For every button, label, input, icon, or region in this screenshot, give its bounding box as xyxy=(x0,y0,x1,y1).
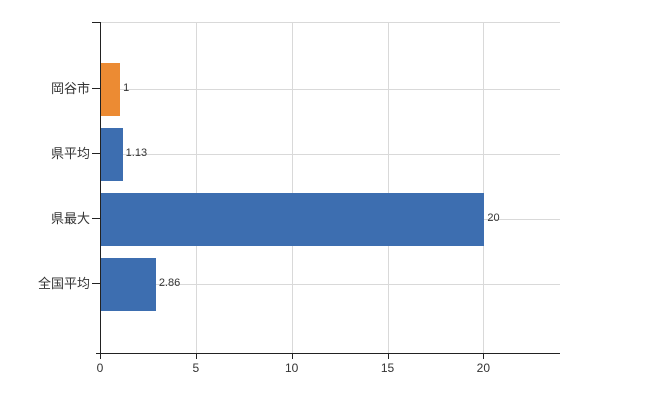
bar-2 xyxy=(101,192,485,246)
category-tick xyxy=(92,283,100,284)
category-label: 岡谷市 xyxy=(50,81,90,96)
category-gridline xyxy=(100,154,560,155)
x-gridline xyxy=(195,23,197,354)
x-axis-tick xyxy=(195,354,197,359)
x-axis-tick xyxy=(387,354,389,359)
category-gridline xyxy=(100,284,560,285)
y-axis-line xyxy=(100,22,101,353)
x-axis-tick xyxy=(483,354,485,359)
x-axis-line xyxy=(96,353,560,354)
x-axis-tick-label: 10 xyxy=(284,361,299,375)
bar-1 xyxy=(101,127,123,181)
x-axis-tick-label: 5 xyxy=(192,361,200,375)
bar-0 xyxy=(101,62,121,116)
category-tick xyxy=(92,218,100,219)
y-axis-top-tick xyxy=(92,22,100,23)
x-axis-tick-label: 15 xyxy=(380,361,395,375)
x-axis-tick xyxy=(291,354,293,359)
category-tick xyxy=(92,153,100,154)
x-gridline xyxy=(483,23,485,354)
bar-value-label: 1.13 xyxy=(125,147,148,159)
plot-area xyxy=(100,22,560,354)
category-tick xyxy=(92,88,100,89)
category-label: 県平均 xyxy=(50,146,90,161)
category-gridline xyxy=(100,89,560,90)
x-gridline xyxy=(291,23,293,354)
category-label: 全国平均 xyxy=(37,276,90,291)
bar-value-label: 2.86 xyxy=(158,277,181,289)
x-axis-tick-label: 0 xyxy=(96,361,104,375)
bar-3 xyxy=(101,257,156,311)
x-axis-tick-label: 20 xyxy=(476,361,490,375)
x-gridline xyxy=(387,23,389,354)
bar-value-label: 1 xyxy=(123,82,130,94)
x-axis-tick xyxy=(100,354,101,359)
bar-value-label: 20 xyxy=(487,212,500,224)
category-label: 県最大 xyxy=(50,211,90,226)
